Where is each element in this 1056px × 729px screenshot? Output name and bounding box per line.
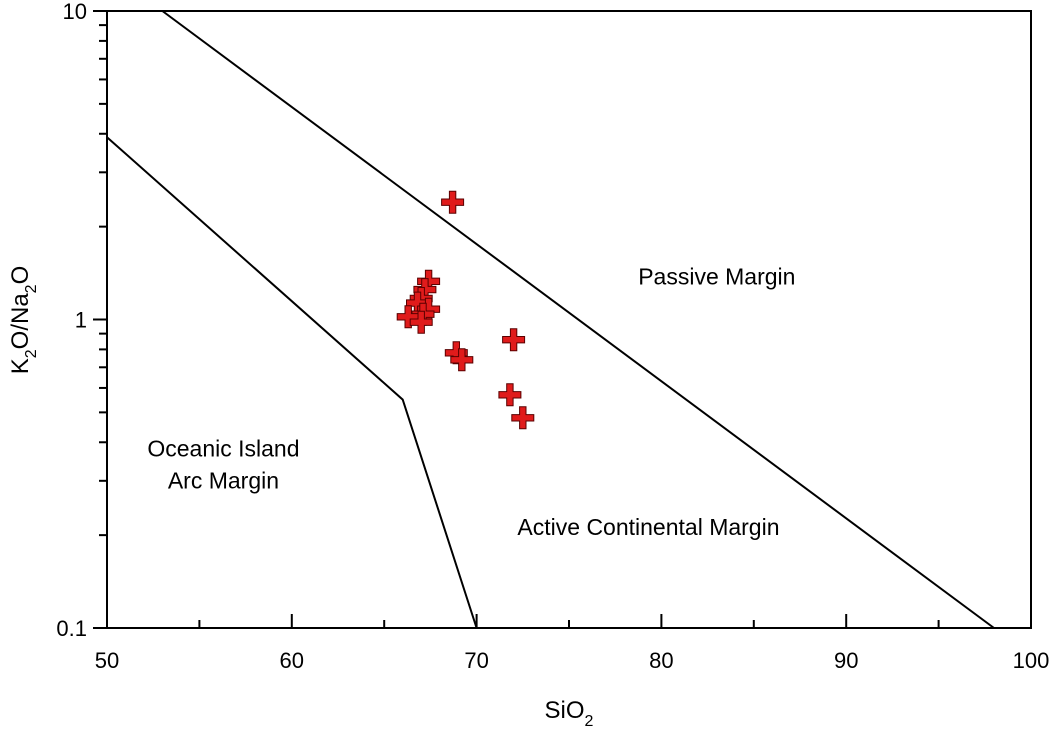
region-label-line: Active Continental Margin (517, 514, 779, 540)
y-axis-title-subscript-1: 2 (23, 349, 40, 358)
y-tick-label: 10 (63, 0, 87, 24)
y-tick-label: 0.1 (56, 616, 87, 641)
data-point (450, 348, 474, 372)
x-tick-label: 80 (649, 648, 673, 673)
x-tick-label: 50 (95, 648, 119, 673)
data-point (396, 305, 420, 329)
region-active-continental-margin: Active Continental Margin (517, 514, 779, 540)
region-label-line: Oceanic Island (147, 435, 299, 461)
x-tick-label: 90 (834, 648, 858, 673)
y-axis-title-k: K (7, 358, 34, 374)
region-boundaries (106, 10, 995, 629)
region-label-line: Passive Margin (638, 263, 795, 289)
passive-active-boundary (161, 10, 995, 629)
region-oceanic-island-arc-margin: Oceanic Island Arc Margin (147, 435, 299, 493)
data-point (498, 383, 522, 407)
data-point (502, 328, 526, 352)
y-axis-title-end: O (7, 266, 34, 285)
data-point (511, 406, 535, 430)
data-points (396, 190, 535, 430)
x-tick-label: 70 (464, 648, 488, 673)
y-axis-title: K2O/Na2O (7, 266, 40, 375)
x-tick-label: 60 (280, 648, 304, 673)
region-passive-margin: Passive Margin (638, 263, 795, 289)
y-tick-label: 1 (75, 308, 87, 333)
x-axis-title-subscript: 2 (585, 713, 594, 729)
region-labels: Passive Margin Active Continental Margin O… (147, 263, 795, 540)
y-axis: 0.1 1 10 (56, 0, 107, 641)
data-point (409, 310, 433, 334)
x-tick-label: 100 (1013, 648, 1050, 673)
x-axis-title-main: SiO (545, 697, 585, 724)
y-axis-title-subscript-2: 2 (23, 284, 40, 293)
x-axis-title: SiO2 (545, 697, 594, 729)
x-axis: 50 60 70 80 90 100 (95, 614, 1050, 673)
y-axis-title-mid: O/Na (7, 293, 34, 350)
region-label-line: Arc Margin (168, 467, 279, 493)
active-arc-boundary (106, 136, 478, 629)
data-point (441, 190, 465, 214)
